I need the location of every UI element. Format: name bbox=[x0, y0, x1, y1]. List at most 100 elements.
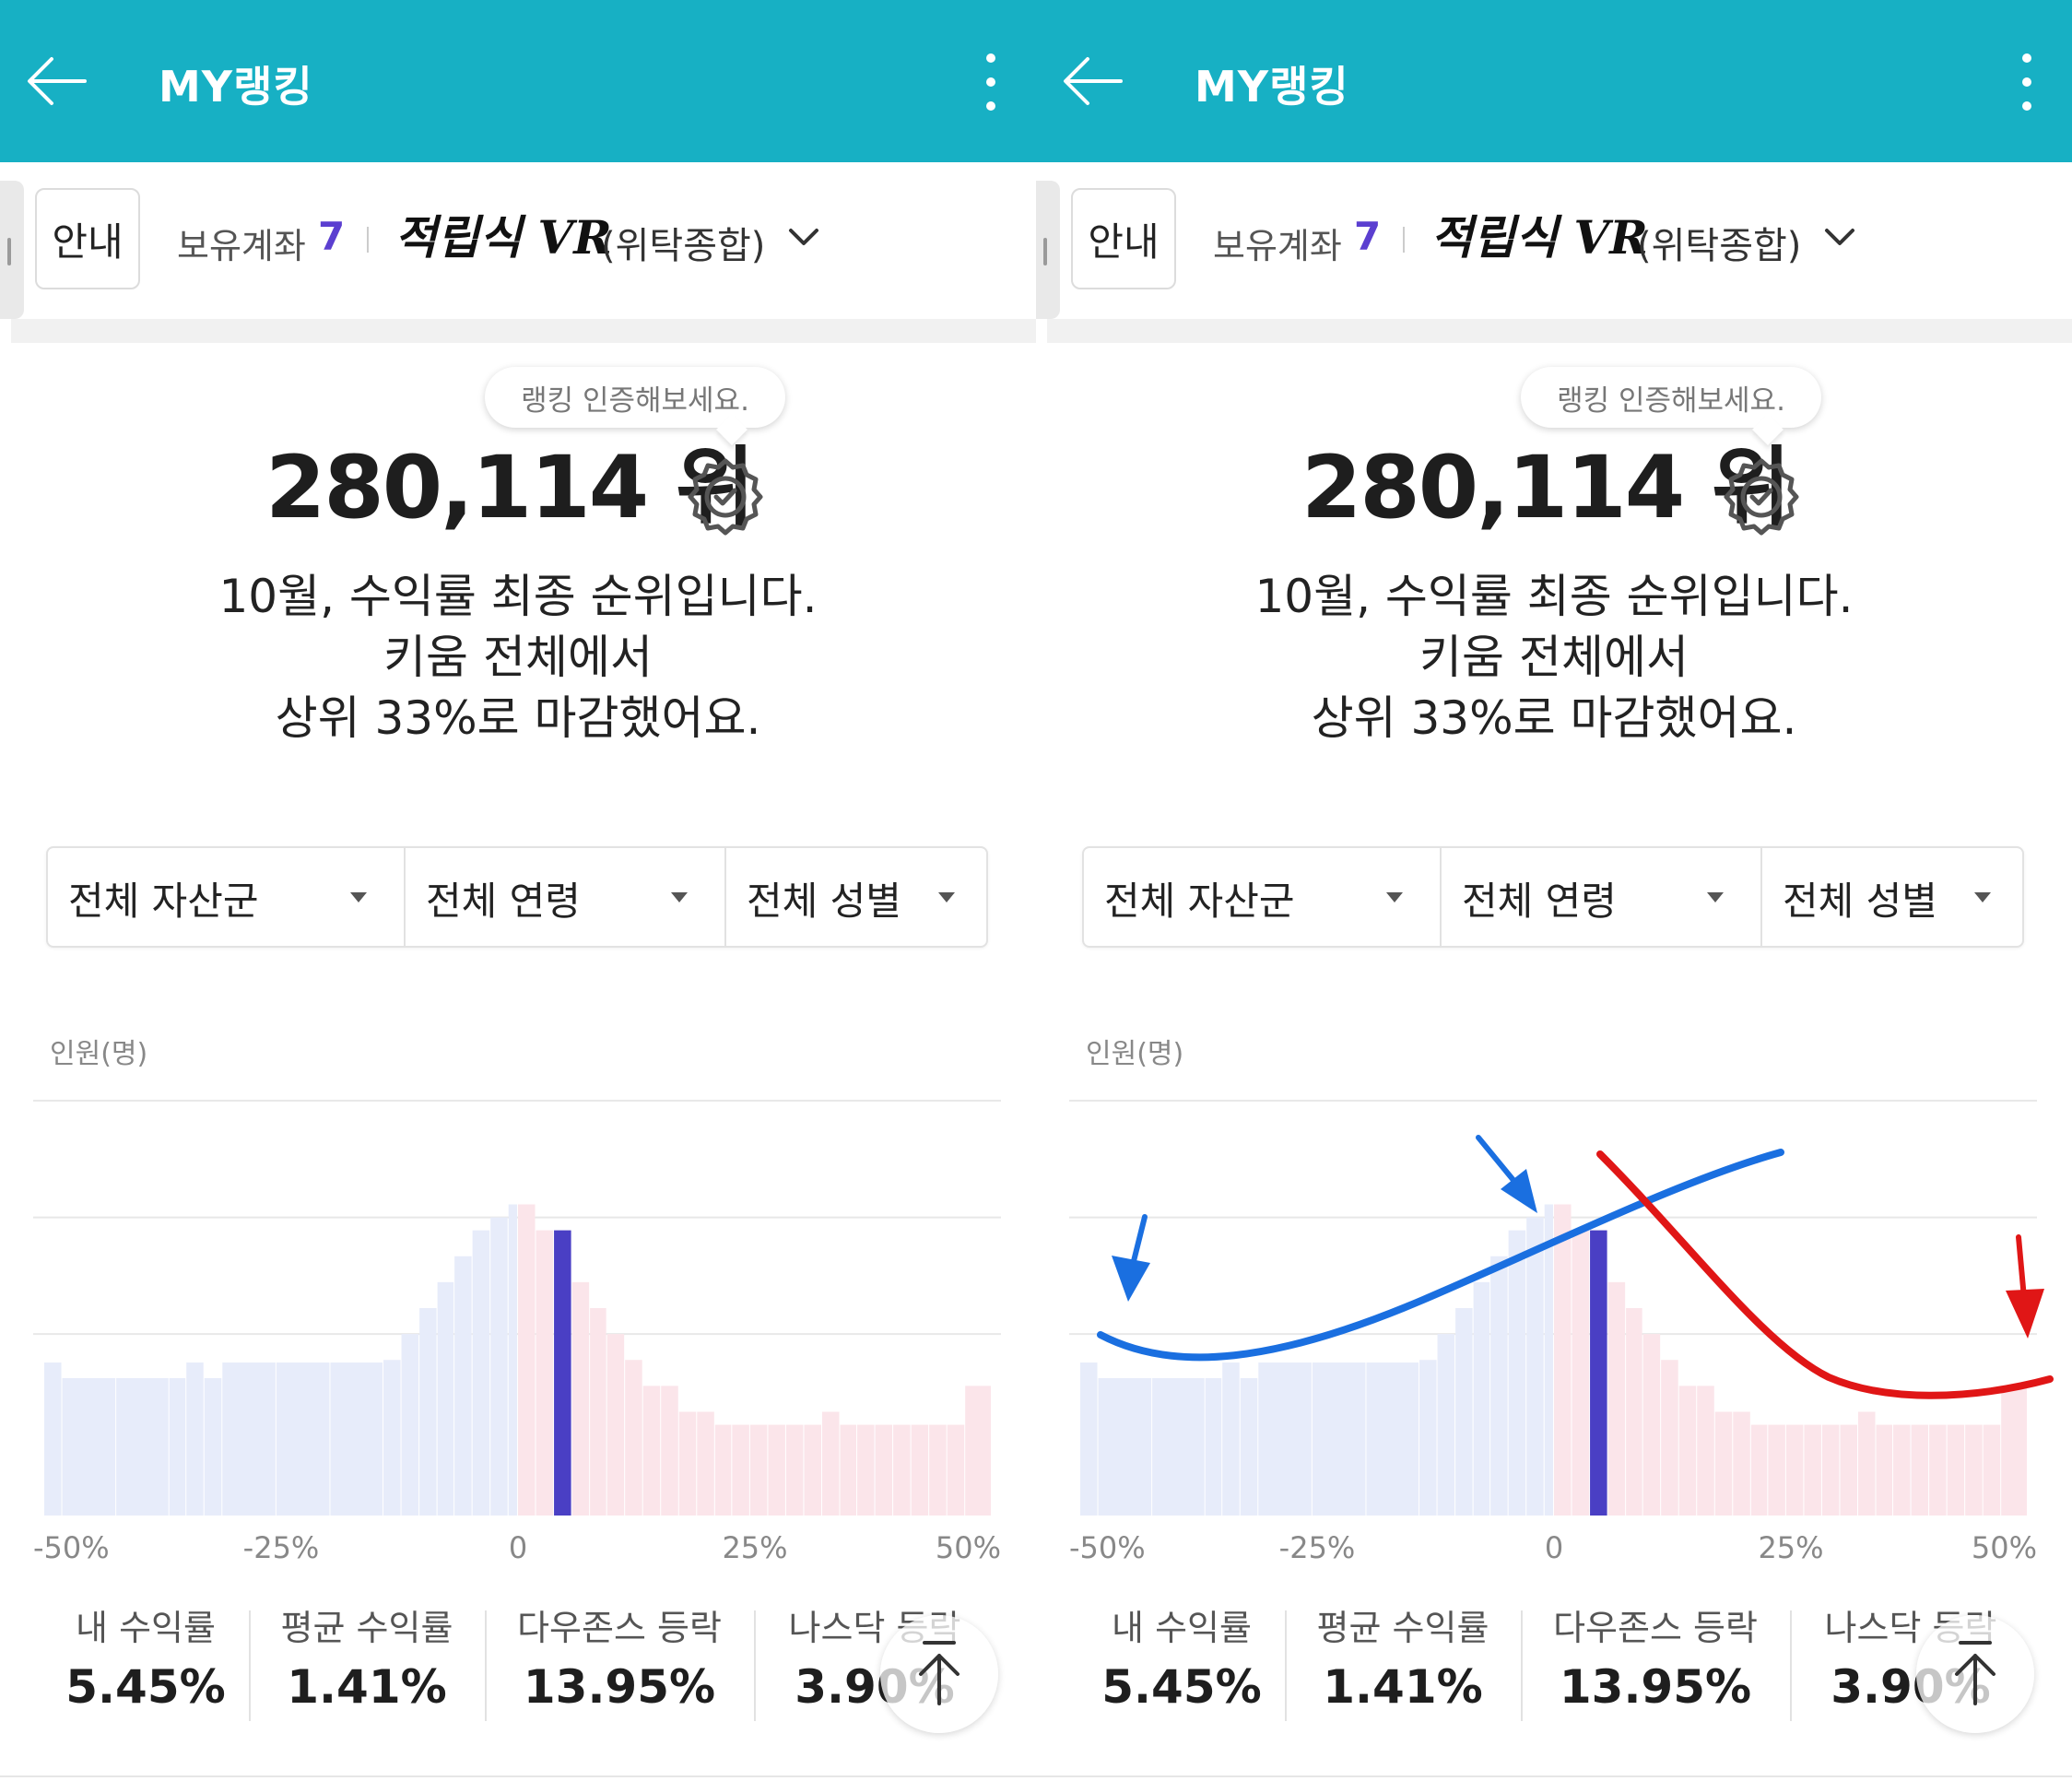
distribution-bar bbox=[821, 1411, 840, 1516]
app-header: MY랭킹 bbox=[0, 0, 1036, 162]
account-dropdown-button[interactable] bbox=[785, 219, 822, 256]
x-tick-label: 25% bbox=[1758, 1530, 1823, 1565]
asset-filter-dropdown[interactable]: 전체 자산군 bbox=[1084, 848, 1442, 946]
distribution-bar bbox=[44, 1362, 62, 1516]
distribution-bar bbox=[911, 1424, 929, 1516]
drawer-handle[interactable] bbox=[0, 181, 24, 319]
more-menu-button[interactable] bbox=[2007, 50, 2044, 118]
page-title: MY랭킹 bbox=[159, 62, 313, 112]
gender-filter-dropdown[interactable]: 전체 성별 bbox=[726, 848, 986, 946]
account-name[interactable]: 적립식 VR bbox=[394, 210, 612, 265]
info-button[interactable]: 안내 bbox=[35, 188, 140, 289]
verify-tooltip[interactable]: 랭킹 인증해보세요. bbox=[1521, 367, 1821, 428]
distribution-bar bbox=[893, 1424, 911, 1516]
verify-tooltip[interactable]: 랭킹 인증해보세요. bbox=[485, 367, 785, 428]
distribution-bar bbox=[1607, 1281, 1626, 1516]
caret-down-icon bbox=[350, 892, 367, 902]
stat-value: 5.45% bbox=[1101, 1660, 1262, 1714]
scroll-top-button[interactable] bbox=[1916, 1615, 2034, 1733]
asset-filter-label: 전체 자산군 bbox=[68, 879, 259, 924]
distribution-bar bbox=[929, 1424, 947, 1516]
x-tick-label: 50% bbox=[1972, 1530, 2037, 1565]
divider bbox=[1403, 227, 1405, 253]
arrow-left-icon bbox=[28, 57, 87, 105]
distribution-bar bbox=[1366, 1362, 1419, 1516]
distribution-bar bbox=[437, 1281, 454, 1516]
distribution-bar bbox=[1733, 1411, 1750, 1516]
distribution-bar bbox=[1152, 1377, 1205, 1516]
chevron-down-icon bbox=[1825, 229, 1854, 245]
distribution-bar bbox=[472, 1230, 490, 1516]
my-return-bar bbox=[554, 1230, 571, 1516]
distribution-bar bbox=[116, 1377, 169, 1516]
distribution-bar bbox=[768, 1424, 785, 1516]
verify-button[interactable] bbox=[1722, 457, 1801, 537]
scroll-top-button[interactable] bbox=[880, 1615, 998, 1733]
back-button[interactable] bbox=[1056, 48, 1130, 114]
account-type[interactable]: (위탁종합) bbox=[1637, 225, 1802, 267]
account-bar: 안내 보유계좌 7 적립식 VR (위탁종합) bbox=[1036, 162, 2072, 319]
verify-button[interactable] bbox=[686, 457, 765, 537]
distribution-bar bbox=[1804, 1424, 1821, 1516]
distribution-bar bbox=[1714, 1411, 1733, 1516]
info-button[interactable]: 안내 bbox=[1071, 188, 1176, 289]
distribution-bar bbox=[785, 1424, 804, 1516]
distribution-bar bbox=[1678, 1386, 1697, 1516]
account-dropdown-button[interactable] bbox=[1821, 219, 1858, 256]
age-filter-dropdown[interactable]: 전체 연령 bbox=[1442, 848, 1762, 946]
distribution-bar bbox=[1642, 1334, 1661, 1516]
distribution-bar bbox=[1911, 1424, 1929, 1516]
divider bbox=[485, 1610, 487, 1721]
back-button[interactable] bbox=[20, 48, 94, 114]
distribution-bar bbox=[1697, 1386, 1714, 1516]
distribution-bar bbox=[204, 1377, 222, 1516]
holdings-count: 7 bbox=[1354, 214, 1382, 259]
distribution-bar bbox=[1821, 1424, 1840, 1516]
distribution-bar bbox=[642, 1386, 661, 1516]
distribution-bar bbox=[401, 1334, 419, 1516]
stat-dowjones: 다우존스 등락 13.95% bbox=[490, 1599, 748, 1728]
y-axis-label: 인원(명) bbox=[50, 1038, 148, 1070]
distribution-bar bbox=[169, 1377, 186, 1516]
summary-line-1: 10월, 수익률 최종 순위입니다. bbox=[1254, 570, 1854, 623]
stat-my-return: 내 수익률 5.45% bbox=[1071, 1599, 1292, 1728]
summary-line-2: 키움 전체에서 bbox=[383, 631, 653, 684]
asset-filter-label: 전체 자산군 bbox=[1104, 879, 1295, 924]
account-name[interactable]: 적립식 VR bbox=[1430, 210, 1648, 265]
distribution-bar bbox=[222, 1362, 276, 1516]
distribution-bar bbox=[1768, 1424, 1785, 1516]
divider bbox=[249, 1610, 251, 1721]
section-separator bbox=[11, 319, 1036, 343]
rank-value: 280,114 위 bbox=[265, 438, 755, 538]
gender-filter-label: 전체 성별 bbox=[1783, 879, 1937, 924]
distribution-bar bbox=[1785, 1424, 1804, 1516]
distribution-bar bbox=[625, 1360, 642, 1516]
distribution-bar bbox=[1554, 1204, 1572, 1516]
holdings-count: 7 bbox=[318, 214, 346, 259]
distribution-bar bbox=[1473, 1281, 1490, 1516]
account-type[interactable]: (위탁종합) bbox=[601, 225, 766, 267]
stat-value: 1.41% bbox=[1323, 1660, 1483, 1714]
gender-filter-dropdown[interactable]: 전체 성별 bbox=[1762, 848, 2022, 946]
screen-left: MY랭킹 안내 보유계좌 7 적립식 VR (위탁종합) 랭킹 인증해보세요. … bbox=[0, 0, 1036, 1777]
distribution-bar bbox=[536, 1230, 554, 1516]
distribution-bar bbox=[186, 1362, 204, 1516]
distribution-bar bbox=[1205, 1377, 1222, 1516]
distribution-bar bbox=[330, 1362, 383, 1516]
x-tick-label: 0 bbox=[1545, 1530, 1563, 1565]
divider bbox=[1790, 1610, 1792, 1721]
summary-line-1: 10월, 수익률 최종 순위입니다. bbox=[218, 570, 818, 623]
gender-filter-label: 전체 성별 bbox=[747, 879, 901, 924]
x-tick-label: -25% bbox=[1279, 1530, 1356, 1565]
caret-down-icon bbox=[1974, 892, 1991, 902]
distribution-bar bbox=[1312, 1362, 1366, 1516]
holdings-label: 보유계좌 bbox=[177, 226, 306, 266]
more-menu-button[interactable] bbox=[971, 50, 1008, 118]
account-bar: 안내 보유계좌 7 적립식 VR (위탁종합) bbox=[0, 162, 1036, 319]
stat-value: 13.95% bbox=[1559, 1660, 1752, 1714]
age-filter-dropdown[interactable]: 전체 연령 bbox=[406, 848, 726, 946]
drawer-handle[interactable] bbox=[1036, 181, 1060, 319]
distribution-bar bbox=[840, 1424, 857, 1516]
asset-filter-dropdown[interactable]: 전체 자산군 bbox=[48, 848, 406, 946]
stat-label: 내 수익률 bbox=[1112, 1608, 1252, 1648]
